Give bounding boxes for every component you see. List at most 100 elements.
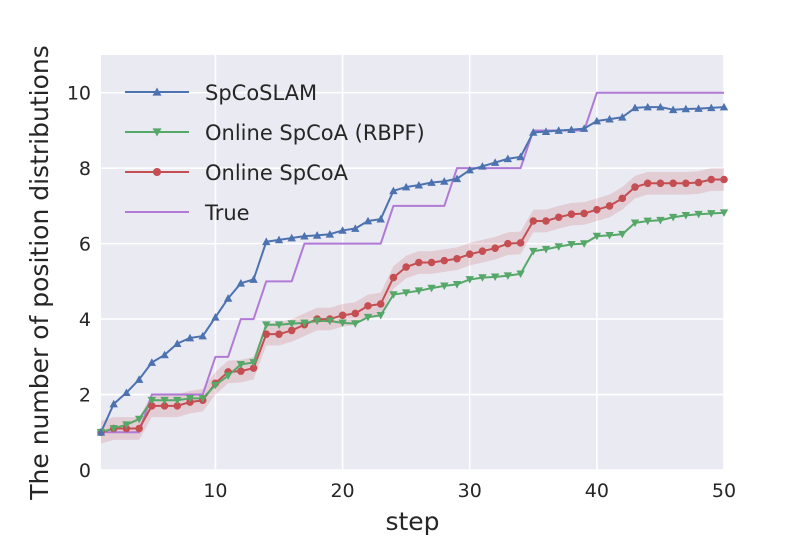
data-point bbox=[567, 241, 576, 249]
data-point bbox=[541, 245, 551, 254]
data-point bbox=[236, 279, 246, 287]
data-point bbox=[643, 217, 652, 226]
data-point bbox=[452, 281, 462, 289]
legend-label: Online SpCoA (RBPF) bbox=[205, 121, 425, 145]
line-true bbox=[101, 91, 724, 434]
data-point bbox=[681, 211, 691, 220]
data-point bbox=[618, 230, 627, 239]
data-point bbox=[300, 319, 309, 328]
data-point bbox=[465, 165, 474, 174]
data-point bbox=[338, 319, 347, 328]
data-point bbox=[262, 321, 271, 329]
data-point bbox=[694, 178, 703, 187]
y-tick-label: 4 bbox=[79, 309, 91, 331]
data-point bbox=[694, 104, 703, 112]
data-point bbox=[147, 358, 157, 366]
data-point bbox=[185, 394, 195, 403]
data-point bbox=[414, 287, 424, 295]
data-point bbox=[223, 372, 233, 380]
data-point bbox=[503, 272, 513, 280]
data-point bbox=[427, 284, 436, 293]
data-point bbox=[465, 276, 474, 284]
tick-labels: 10 20 30 40 50 0 2 4 6 8 10 bbox=[67, 83, 736, 502]
data-point bbox=[376, 311, 385, 320]
data-point bbox=[719, 102, 729, 111]
data-point bbox=[682, 179, 690, 188]
data-point bbox=[707, 103, 716, 112]
data-point bbox=[694, 210, 703, 219]
data-point bbox=[300, 231, 309, 240]
data-point bbox=[312, 231, 322, 239]
data-point bbox=[529, 217, 538, 225]
data-point bbox=[389, 273, 398, 282]
data-point bbox=[312, 317, 322, 326]
data-point bbox=[338, 311, 347, 320]
legend-label: True bbox=[204, 201, 250, 225]
data-point bbox=[198, 394, 207, 403]
data-point bbox=[325, 230, 335, 238]
data-point bbox=[96, 428, 106, 436]
data-point bbox=[491, 244, 499, 252]
data-point bbox=[109, 399, 118, 408]
legend-label: Online SpCoA bbox=[205, 161, 349, 185]
x-tick-label: 30 bbox=[458, 480, 482, 502]
data-point bbox=[135, 424, 143, 433]
x-tick-label: 40 bbox=[585, 480, 609, 502]
data-point bbox=[262, 330, 271, 338]
data-point bbox=[656, 216, 665, 225]
confidence-bands bbox=[101, 168, 724, 444]
data-point bbox=[618, 194, 627, 203]
data-point bbox=[440, 282, 449, 291]
data-point bbox=[592, 232, 602, 241]
data-point bbox=[287, 326, 296, 335]
data-point bbox=[223, 294, 233, 302]
data-point bbox=[249, 275, 258, 283]
data-point bbox=[236, 361, 246, 369]
data-point bbox=[681, 104, 691, 113]
data-point bbox=[605, 202, 614, 210]
data-point bbox=[529, 128, 538, 136]
data-point bbox=[542, 217, 550, 225]
data-point bbox=[363, 313, 373, 322]
y-tick-label: 8 bbox=[79, 158, 91, 180]
data-point bbox=[720, 175, 728, 184]
data-point bbox=[516, 270, 525, 279]
data-point bbox=[440, 256, 449, 265]
data-point bbox=[593, 205, 601, 214]
data-point bbox=[516, 152, 525, 161]
data-point bbox=[152, 87, 162, 96]
data-point bbox=[274, 321, 284, 329]
data-point bbox=[707, 175, 716, 184]
data-point bbox=[122, 388, 131, 397]
data-point bbox=[541, 127, 551, 135]
data-point bbox=[211, 381, 220, 390]
data-point bbox=[160, 396, 169, 405]
x-tick-label: 10 bbox=[203, 480, 227, 502]
data-point bbox=[592, 116, 602, 125]
data-point bbox=[579, 124, 589, 132]
data-point bbox=[134, 375, 144, 383]
data-point bbox=[198, 331, 207, 340]
data-point bbox=[554, 126, 563, 134]
data-point bbox=[173, 396, 182, 405]
data-point bbox=[287, 233, 296, 242]
data-point bbox=[579, 240, 589, 248]
data-point bbox=[147, 396, 157, 405]
legend-item-online-spcoa: Online SpCoA bbox=[125, 161, 349, 185]
data-point bbox=[453, 254, 461, 263]
markers-online-spcoa-rbpf- bbox=[96, 209, 729, 437]
data-point bbox=[152, 128, 162, 137]
data-point bbox=[325, 317, 335, 326]
data-point bbox=[580, 209, 588, 218]
data-point bbox=[338, 226, 347, 234]
data-point bbox=[465, 250, 474, 258]
data-point bbox=[109, 425, 118, 433]
data-point bbox=[173, 402, 182, 410]
data-point bbox=[134, 415, 144, 424]
x-axis-label: step bbox=[385, 507, 439, 536]
data-point bbox=[376, 300, 385, 308]
data-point bbox=[160, 402, 169, 410]
legend-label: SpCoSLAM bbox=[205, 81, 317, 105]
legend-item-spcoslam: SpCoSLAM bbox=[125, 81, 317, 105]
x-tick-label: 50 bbox=[712, 480, 736, 502]
